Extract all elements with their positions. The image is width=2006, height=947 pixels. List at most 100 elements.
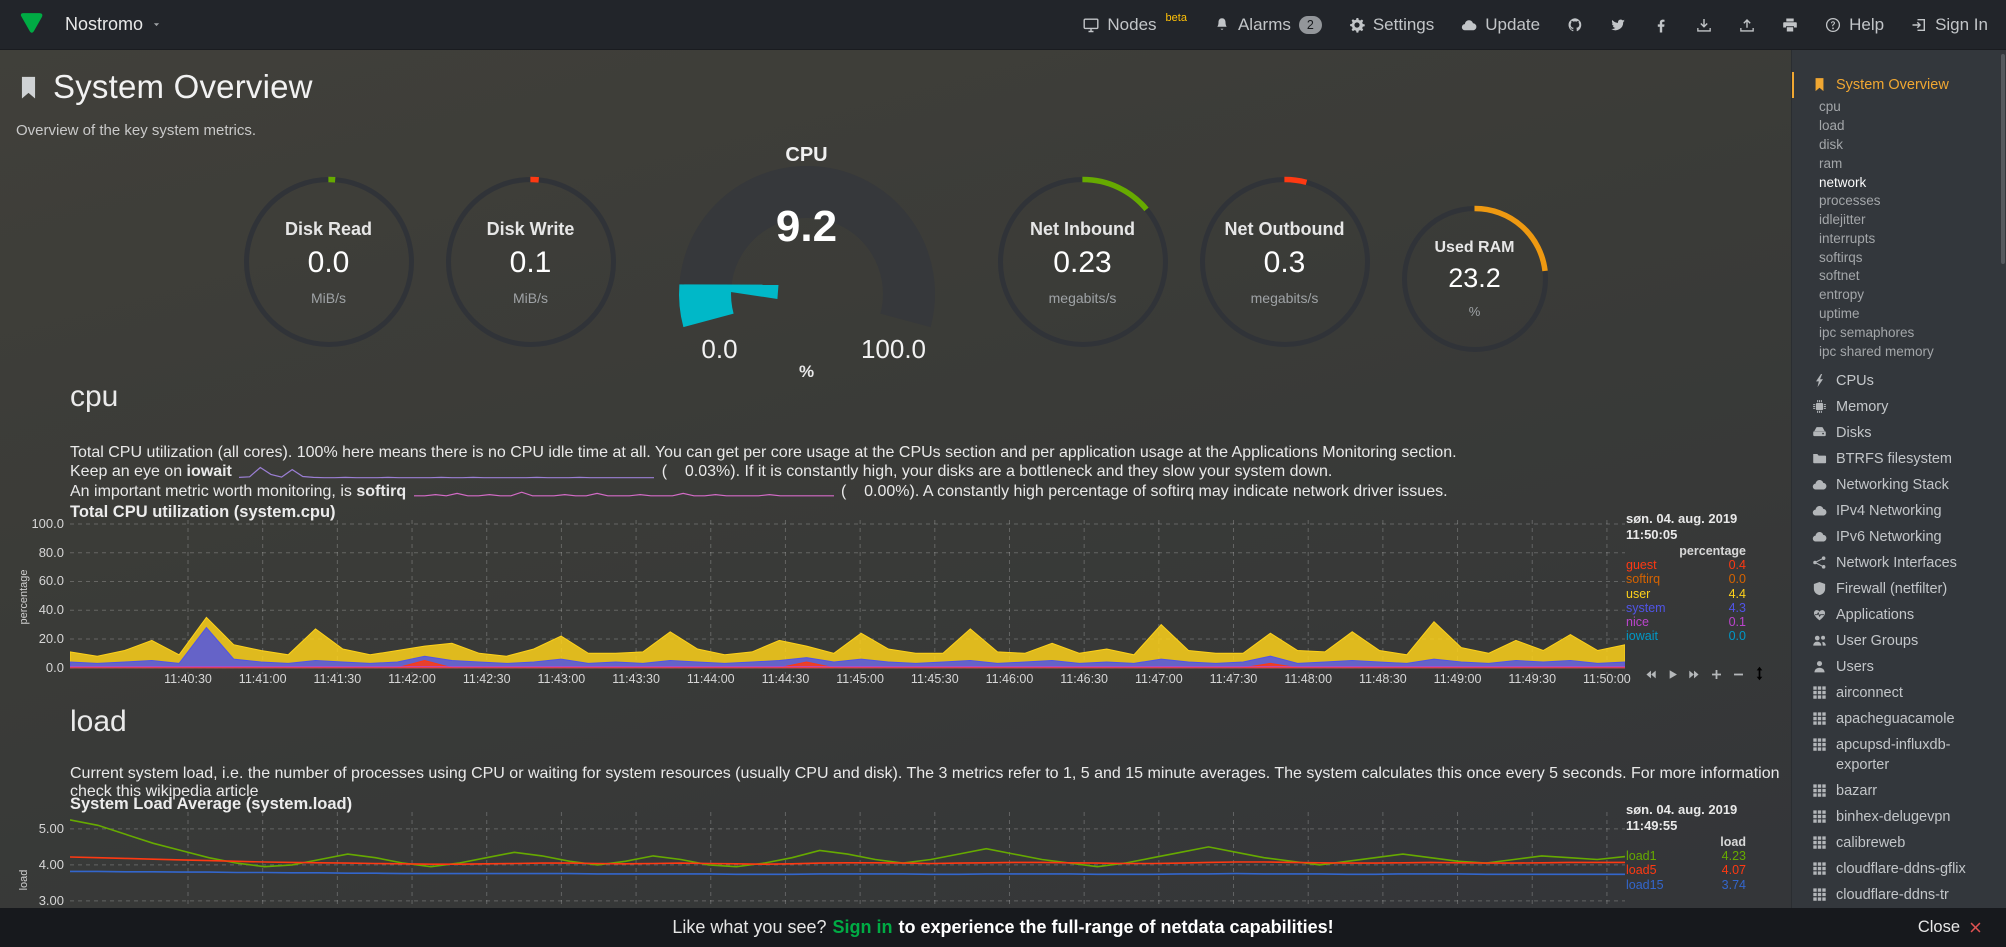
nav-facebook[interactable]: [1653, 17, 1669, 33]
sidebar-item-network-interfaces[interactable]: Network Interfaces: [1792, 550, 2006, 576]
legend-row-load15[interactable]: load15 3.74: [1626, 878, 1746, 892]
gauges-row: Disk Read 0.0 MiB/s Disk Write 0.1 MiB/s CPU 9.…: [0, 142, 1791, 382]
sidebar-item-applications[interactable]: Applications: [1792, 602, 2006, 628]
legend-row-system[interactable]: system 4.3: [1626, 601, 1746, 615]
nav-print[interactable]: [1782, 17, 1798, 33]
print-icon: [1782, 17, 1798, 33]
sidebar-item-firewall-netfilter[interactable]: Firewall (netfilter): [1792, 576, 2006, 602]
legend-row-guest[interactable]: guest 0.4: [1626, 558, 1746, 572]
sidebar-subitem-network[interactable]: network: [1819, 174, 1867, 190]
play-icon[interactable]: [1666, 668, 1679, 681]
legend-row-nice[interactable]: nice 0.1: [1626, 615, 1746, 629]
zoom-in-icon[interactable]: [1710, 668, 1723, 681]
signin-banner: Like what you see? Sign in to experience t…: [0, 908, 2006, 947]
nav-twitter[interactable]: [1610, 17, 1626, 33]
x-tick-label: 11:49:00: [1433, 672, 1482, 686]
banner-signin-link[interactable]: Sign in: [832, 917, 893, 937]
nav-settings[interactable]: Settings: [1349, 15, 1434, 35]
nav-github[interactable]: [1567, 17, 1583, 33]
gauge-disk-read[interactable]: Disk Read 0.0 MiB/s: [243, 176, 415, 348]
sidebar-subitem-processes[interactable]: processes: [1819, 193, 1881, 209]
gauge-used-ram[interactable]: Used RAM 23.2%: [1401, 205, 1549, 353]
sidebar-item-memory[interactable]: Memory: [1792, 394, 2006, 420]
cpu-legend: søn. 04. aug. 2019 11:50:05 percentage gues…: [1626, 511, 1746, 644]
chart-resize-handle[interactable]: [1752, 666, 1767, 686]
legend-row-iowait[interactable]: iowait 0.0: [1626, 629, 1746, 643]
sidebar-subitem-idlejitter[interactable]: idlejitter: [1819, 212, 1866, 228]
load-y-axis-label: load: [18, 869, 30, 890]
cpu-chart-plot[interactable]: [70, 520, 1625, 678]
sidebar-item-cpus[interactable]: CPUs: [1792, 368, 2006, 394]
sidebar-item-calibreweb[interactable]: calibreweb: [1792, 830, 2006, 856]
nav-help[interactable]: Help: [1825, 15, 1884, 35]
sidebar-subitem-ipc-semaphores[interactable]: ipc semaphores: [1819, 324, 1915, 340]
cpu-paragraph-iowait: Keep an eye on iowait ( 0.03%). If it is…: [70, 463, 1333, 481]
gauge-title: Used RAM: [1434, 239, 1515, 256]
legend-row-load1[interactable]: load1 4.23: [1626, 849, 1746, 863]
sidebar-item-airconnect[interactable]: airconnect: [1792, 680, 2006, 706]
netdata-logo-icon[interactable]: [18, 11, 45, 38]
zoom-out-icon[interactable]: [1732, 668, 1745, 681]
sidebar-item-label: apcupsd-influxdb-exporter: [1836, 736, 1951, 773]
sidebar-item-apacheguacamole[interactable]: apacheguacamole: [1792, 706, 2006, 732]
sidebar-item-system-overview[interactable]: System Overview: [1792, 72, 2006, 98]
alarms-badge: 2: [1298, 15, 1322, 34]
x-tick-label: 11:48:30: [1359, 672, 1407, 686]
chart-load: System Load Average (system.load) load 5.0…: [0, 790, 1791, 947]
users-icon: [1812, 633, 1827, 648]
sidebar-subitem-interrupts[interactable]: interrupts: [1819, 230, 1876, 246]
sidebar-item-cloudflare-ddns-gflix[interactable]: cloudflare-ddns-gflix: [1792, 856, 2006, 882]
top-navbar: Nostromo Nodes beta Alarms 2 Settings Update H…: [0, 0, 2006, 50]
nav-alarms[interactable]: Alarms 2: [1214, 15, 1322, 35]
y-tick-label: 0.0: [45, 659, 64, 675]
legend-time: 11:49:55: [1626, 817, 1678, 833]
sidebar-item-bazarr[interactable]: bazarr: [1792, 778, 2006, 804]
nav-nodes[interactable]: Nodes beta: [1083, 12, 1187, 35]
sidebar-item-cloudflare-ddns-tr[interactable]: cloudflare-ddns-tr: [1792, 882, 2006, 908]
sidebar-subitem-ipc-shared-memory[interactable]: ipc shared memory: [1819, 343, 1934, 359]
gauge-net-outbound[interactable]: Net Outbound 0.3 megabits/s: [1199, 176, 1371, 348]
sidebar-subitem-ram[interactable]: ram: [1819, 155, 1843, 171]
x-tick-label: 11:41:30: [313, 672, 362, 686]
sidebar-item-ipv6-networking[interactable]: IPv6 Networking: [1792, 524, 2006, 550]
legend-name: iowait: [1626, 629, 1658, 644]
sidebar-subitem-disk[interactable]: disk: [1819, 136, 1844, 152]
sidebar-subitem-softirqs[interactable]: softirqs: [1819, 249, 1863, 265]
sidebar-item-ipv4-networking[interactable]: IPv4 Networking: [1792, 498, 2006, 524]
sidebar-subitem-load[interactable]: load: [1819, 118, 1845, 134]
cloud-icon: [1812, 477, 1827, 492]
sidebar-subitem-cpu[interactable]: cpu: [1819, 99, 1841, 115]
sidebar-subitem-softnet[interactable]: softnet: [1819, 268, 1860, 284]
rewind-icon[interactable]: [1644, 668, 1657, 681]
sidebar-item-user-groups[interactable]: User Groups: [1792, 628, 2006, 654]
nav-import[interactable]: [1696, 17, 1712, 33]
legend-name: nice: [1626, 615, 1649, 630]
bell-icon: [1214, 17, 1230, 33]
nav-update[interactable]: Update: [1461, 15, 1540, 35]
sidebar-item-binhex-delugevpn[interactable]: binhex-delugevpn: [1792, 804, 2006, 830]
sidebar-item-label: Disks: [1836, 424, 1872, 441]
nav-signin[interactable]: Sign In: [1911, 15, 1988, 35]
gauge-disk-write[interactable]: Disk Write 0.1 MiB/s: [445, 176, 617, 348]
sidebar-item-networking-stack[interactable]: Networking Stack: [1792, 472, 2006, 498]
banner-close[interactable]: Close: [1918, 908, 1982, 947]
folder-icon: [1812, 451, 1827, 466]
legend-row-user[interactable]: user 4.4: [1626, 587, 1746, 601]
sidebar-subitem-uptime[interactable]: uptime: [1819, 305, 1860, 321]
legend-row-softirq[interactable]: softirq 0.0: [1626, 572, 1746, 586]
gauge-net-inbound[interactable]: Net Inbound 0.23 megabits/s: [997, 176, 1169, 348]
sidebar-item-disks[interactable]: Disks: [1792, 420, 2006, 446]
hostname-dropdown[interactable]: Nostromo: [59, 13, 168, 36]
sidebar-scrollbar[interactable]: [2001, 54, 2005, 264]
forward-icon[interactable]: [1688, 668, 1701, 681]
gauge-cpu[interactable]: CPU 9.2 0.0 100.0%: [647, 144, 967, 381]
sidebar-subitem-entropy[interactable]: entropy: [1819, 287, 1865, 303]
nav-export[interactable]: [1739, 17, 1755, 33]
sidebar-item-apcupsd-influxdb-exporter[interactable]: apcupsd-influxdb-exporter: [1792, 732, 2006, 778]
x-tick-label: 11:42:00: [388, 672, 436, 686]
sidebar-item-btrfs-filesystem[interactable]: BTRFS filesystem: [1792, 446, 2006, 472]
x-tick-label: 11:45:00: [836, 672, 884, 686]
legend-row-load5[interactable]: load5 4.07: [1626, 863, 1746, 877]
facebook-icon: [1653, 17, 1669, 33]
sidebar-item-users[interactable]: Users: [1792, 654, 2006, 680]
